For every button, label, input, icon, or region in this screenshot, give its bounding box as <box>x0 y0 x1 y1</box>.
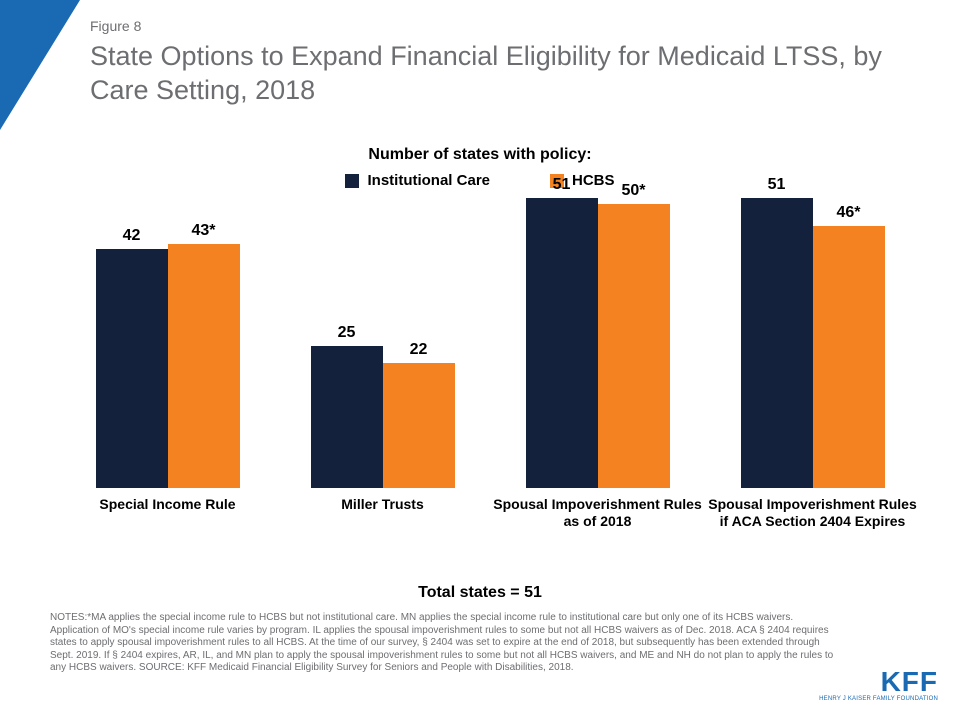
kff-logo: KFF HENRY J KAISER FAMILY FOUNDATION <box>819 668 938 702</box>
bar-chart-area: 4243*Special Income Rule2522Miller Trust… <box>60 198 920 538</box>
bar-pair: 4243* <box>96 198 240 488</box>
bar-value-label: 46* <box>813 204 885 222</box>
category-label: Miller Trusts <box>341 496 423 538</box>
bar-value-label: 42 <box>96 227 168 245</box>
logo-text: KFF <box>819 668 938 696</box>
total-states-label: Total states = 51 <box>0 584 960 602</box>
bar: 51 <box>741 198 813 488</box>
category-label: Spousal Impoverishment Rules if ACA Sect… <box>708 496 918 538</box>
header: Figure 8 State Options to Expand Financi… <box>90 18 920 108</box>
bar: 51 <box>526 198 598 488</box>
chart-title: State Options to Expand Financial Eligib… <box>90 40 920 108</box>
bar-value-label: 50* <box>598 182 670 200</box>
bar-value-label: 43* <box>168 222 240 240</box>
bar-value-label: 25 <box>311 324 383 342</box>
bar-pair: 5146* <box>741 198 885 488</box>
bar: 42 <box>96 249 168 488</box>
chart-subtitle: Number of states with policy: <box>0 146 960 164</box>
bar-pair: 2522 <box>311 198 455 488</box>
bar-value-label: 51 <box>741 176 813 194</box>
bar: 22 <box>383 363 455 488</box>
bar-value-label: 51 <box>526 176 598 194</box>
legend: Institutional Care HCBS <box>0 172 960 189</box>
bar: 43* <box>168 244 240 489</box>
bar-group: 2522Miller Trusts <box>278 198 488 538</box>
bar: 50* <box>598 204 670 488</box>
bar-pair: 5150* <box>526 198 670 488</box>
figure-label: Figure 8 <box>90 18 920 34</box>
category-label: Special Income Rule <box>99 496 235 538</box>
corner-accent <box>0 0 80 130</box>
bar: 25 <box>311 346 383 488</box>
bar-group: 4243* Special Income Rule <box>63 198 273 538</box>
legend-item-institutional: Institutional Care <box>345 172 490 189</box>
legend-swatch <box>345 174 359 188</box>
bar-group: 5150* Spousal Impoverishment Rules as of … <box>493 198 703 538</box>
category-label: Spousal Impoverishment Rules as of 2018 <box>493 496 703 538</box>
notes-text: NOTES:*MA applies the special income rul… <box>50 612 840 675</box>
bar: 46* <box>813 226 885 488</box>
bar-group: 5146* Spousal Impoverishment Rules if ACA… <box>708 198 918 538</box>
legend-label: Institutional Care <box>367 172 490 189</box>
logo-subtext: HENRY J KAISER FAMILY FOUNDATION <box>819 696 938 702</box>
bar-value-label: 22 <box>383 341 455 359</box>
